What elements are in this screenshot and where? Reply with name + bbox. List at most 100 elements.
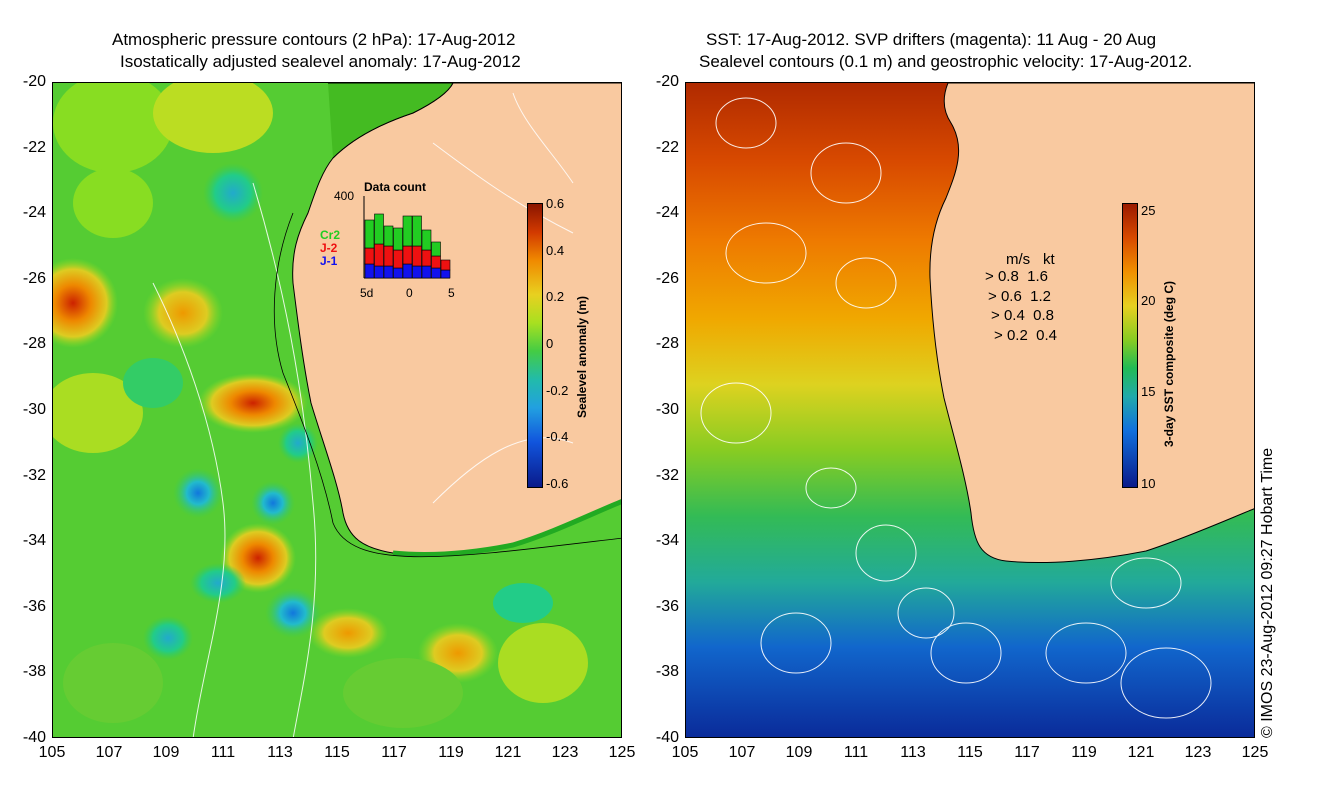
sealevel-colorbar [527,203,543,488]
coastal-green-strip [392,499,621,558]
right-title-line1: SST: 17-Aug-2012. SVP drifters (magenta)… [706,30,1157,49]
left-lat-tick: -40 [22,729,46,746]
histogram-bar [402,263,413,279]
histogram-bar [440,259,451,271]
velocity-ms-0: 0.8 [997,268,1019,285]
histogram-bar [383,265,394,279]
inset-legend-j2: J-2 [320,241,338,255]
histogram-bar [412,265,422,279]
sealevel-anomaly-map [52,82,622,738]
right-lon-tick: 111 [843,744,869,761]
right-lon-tick: 123 [1184,744,1212,761]
right-lat-tick: -40 [655,729,679,746]
left-lon-tick: 115 [324,744,350,761]
left-lon-tick: 125 [608,744,636,761]
velocity-legend-header-ms: m/s [1006,251,1031,268]
right-lon-tick: 105 [671,744,699,761]
histogram-bar [393,227,403,251]
left-cbar-label: Sealevel anomaly (m) [575,295,589,418]
histogram-bar [402,245,413,265]
left-lat-tick: -38 [22,663,46,681]
right-lat-tick: -34 [655,532,679,550]
histogram-bar [412,245,422,267]
right-cbar-label: 3-day SST composite (deg C) [1162,280,1176,447]
inset-legend-j1: J-1 [320,254,338,268]
data-count-histogram [363,196,451,279]
imos-credit: © IMOS 23-Aug-2012 09:27 Hobart Time [1259,447,1276,738]
left-lon-tick: 107 [95,744,123,761]
left-lat-tick: -26 [22,269,46,287]
histogram-bar [364,219,375,249]
histogram-bar [421,249,432,267]
velocity-legend-row-3: > 0.2 0.4 [994,327,1057,344]
left-lat-tick: -32 [22,466,46,484]
left-lat-tick: -22 [22,138,46,156]
left-lat-tick: -34 [22,532,46,550]
left-lat-tick: -24 [22,204,46,222]
left-cbar-tick-1: 0.4 [546,243,565,258]
right-lat-tick: -38 [655,663,679,681]
anomaly-blobs [53,83,588,728]
right-lon-tick: 109 [785,744,813,761]
left-lon-tick: 121 [494,744,522,761]
histogram-bar [393,249,403,269]
right-cbar-tick-0: 25 [1141,203,1156,218]
right-cbar-tick-1: 20 [1141,293,1156,308]
right-lat-tick: -26 [655,269,679,287]
velocity-legend-row-1: > 0.6 1.2 [988,288,1051,305]
histogram-bar [374,243,384,267]
velocity-ms-3: 0.2 [1006,327,1028,344]
sealevel-contours-right [700,97,1212,719]
left-cbar-tick-0: 0.6 [546,196,565,211]
left-lat-tick: -36 [22,597,46,615]
left-lon-tick: 123 [551,744,579,761]
right-lat-tick: -22 [655,138,679,156]
left-cbar-tick-6: -0.6 [546,476,569,491]
inset-title: Data count [364,180,427,194]
velocity-kt-2: 0.8 [1033,307,1054,324]
velocity-kt-1: 1.2 [1030,288,1051,305]
inset-x-label-end: 5 [448,286,455,300]
right-cbar-tick-3: 10 [1141,476,1156,491]
left-title-line1: Atmospheric pressure contours (2 hPa): 1… [112,30,516,49]
velocity-kt-0: 1.6 [1027,268,1048,285]
inset-legend-cr2: Cr2 [320,228,341,242]
right-cbar-tick-2: 15 [1141,384,1156,399]
right-lat-tick: -28 [655,335,679,353]
histogram-bar [440,269,451,279]
velocity-ms-1: 0.6 [1000,288,1022,305]
right-lat-tick: -20 [655,73,679,90]
histogram-bar [393,267,403,279]
histogram-bar [364,247,375,265]
left-lat-tick: -30 [22,401,46,418]
inset-x-label-start: 5d [360,286,374,300]
left-cbar-tick-2: 0.2 [546,289,565,304]
left-cbar-tick-5: -0.4 [546,429,569,444]
histogram-bar [374,213,384,245]
left-lon-tick: 113 [267,744,293,761]
histogram-bar [431,241,441,257]
right-lon-tick: 117 [1014,744,1040,761]
right-lat-tick: -36 [655,597,679,615]
left-cbar-tick-3: 0 [546,336,554,351]
histogram-bar [383,225,394,247]
pressure-contours [152,92,574,737]
australia-land-right [929,83,1254,564]
sst-map [685,82,1255,738]
right-lat-tick: -30 [655,401,679,418]
histogram-bar [421,265,432,279]
inset-x-label-mid: 0 [406,286,413,300]
histogram-bars [364,213,451,279]
sst-colorbar [1122,203,1138,488]
right-title-line2: Sealevel contours (0.1 m) and geostrophi… [699,52,1193,71]
coastal-green-strip-north [328,83,454,159]
left-cbar-tick-4: -0.2 [546,383,569,398]
left-lon-tick: 109 [152,744,180,761]
inset-ymax: 400 [334,189,355,203]
right-lon-tick: 115 [957,744,983,761]
left-lon-tick: 105 [38,744,66,761]
right-lon-tick: 121 [1127,744,1155,761]
histogram-bar [412,215,422,247]
histogram-bar [421,229,432,251]
velocity-kt-3: 0.4 [1036,327,1057,344]
